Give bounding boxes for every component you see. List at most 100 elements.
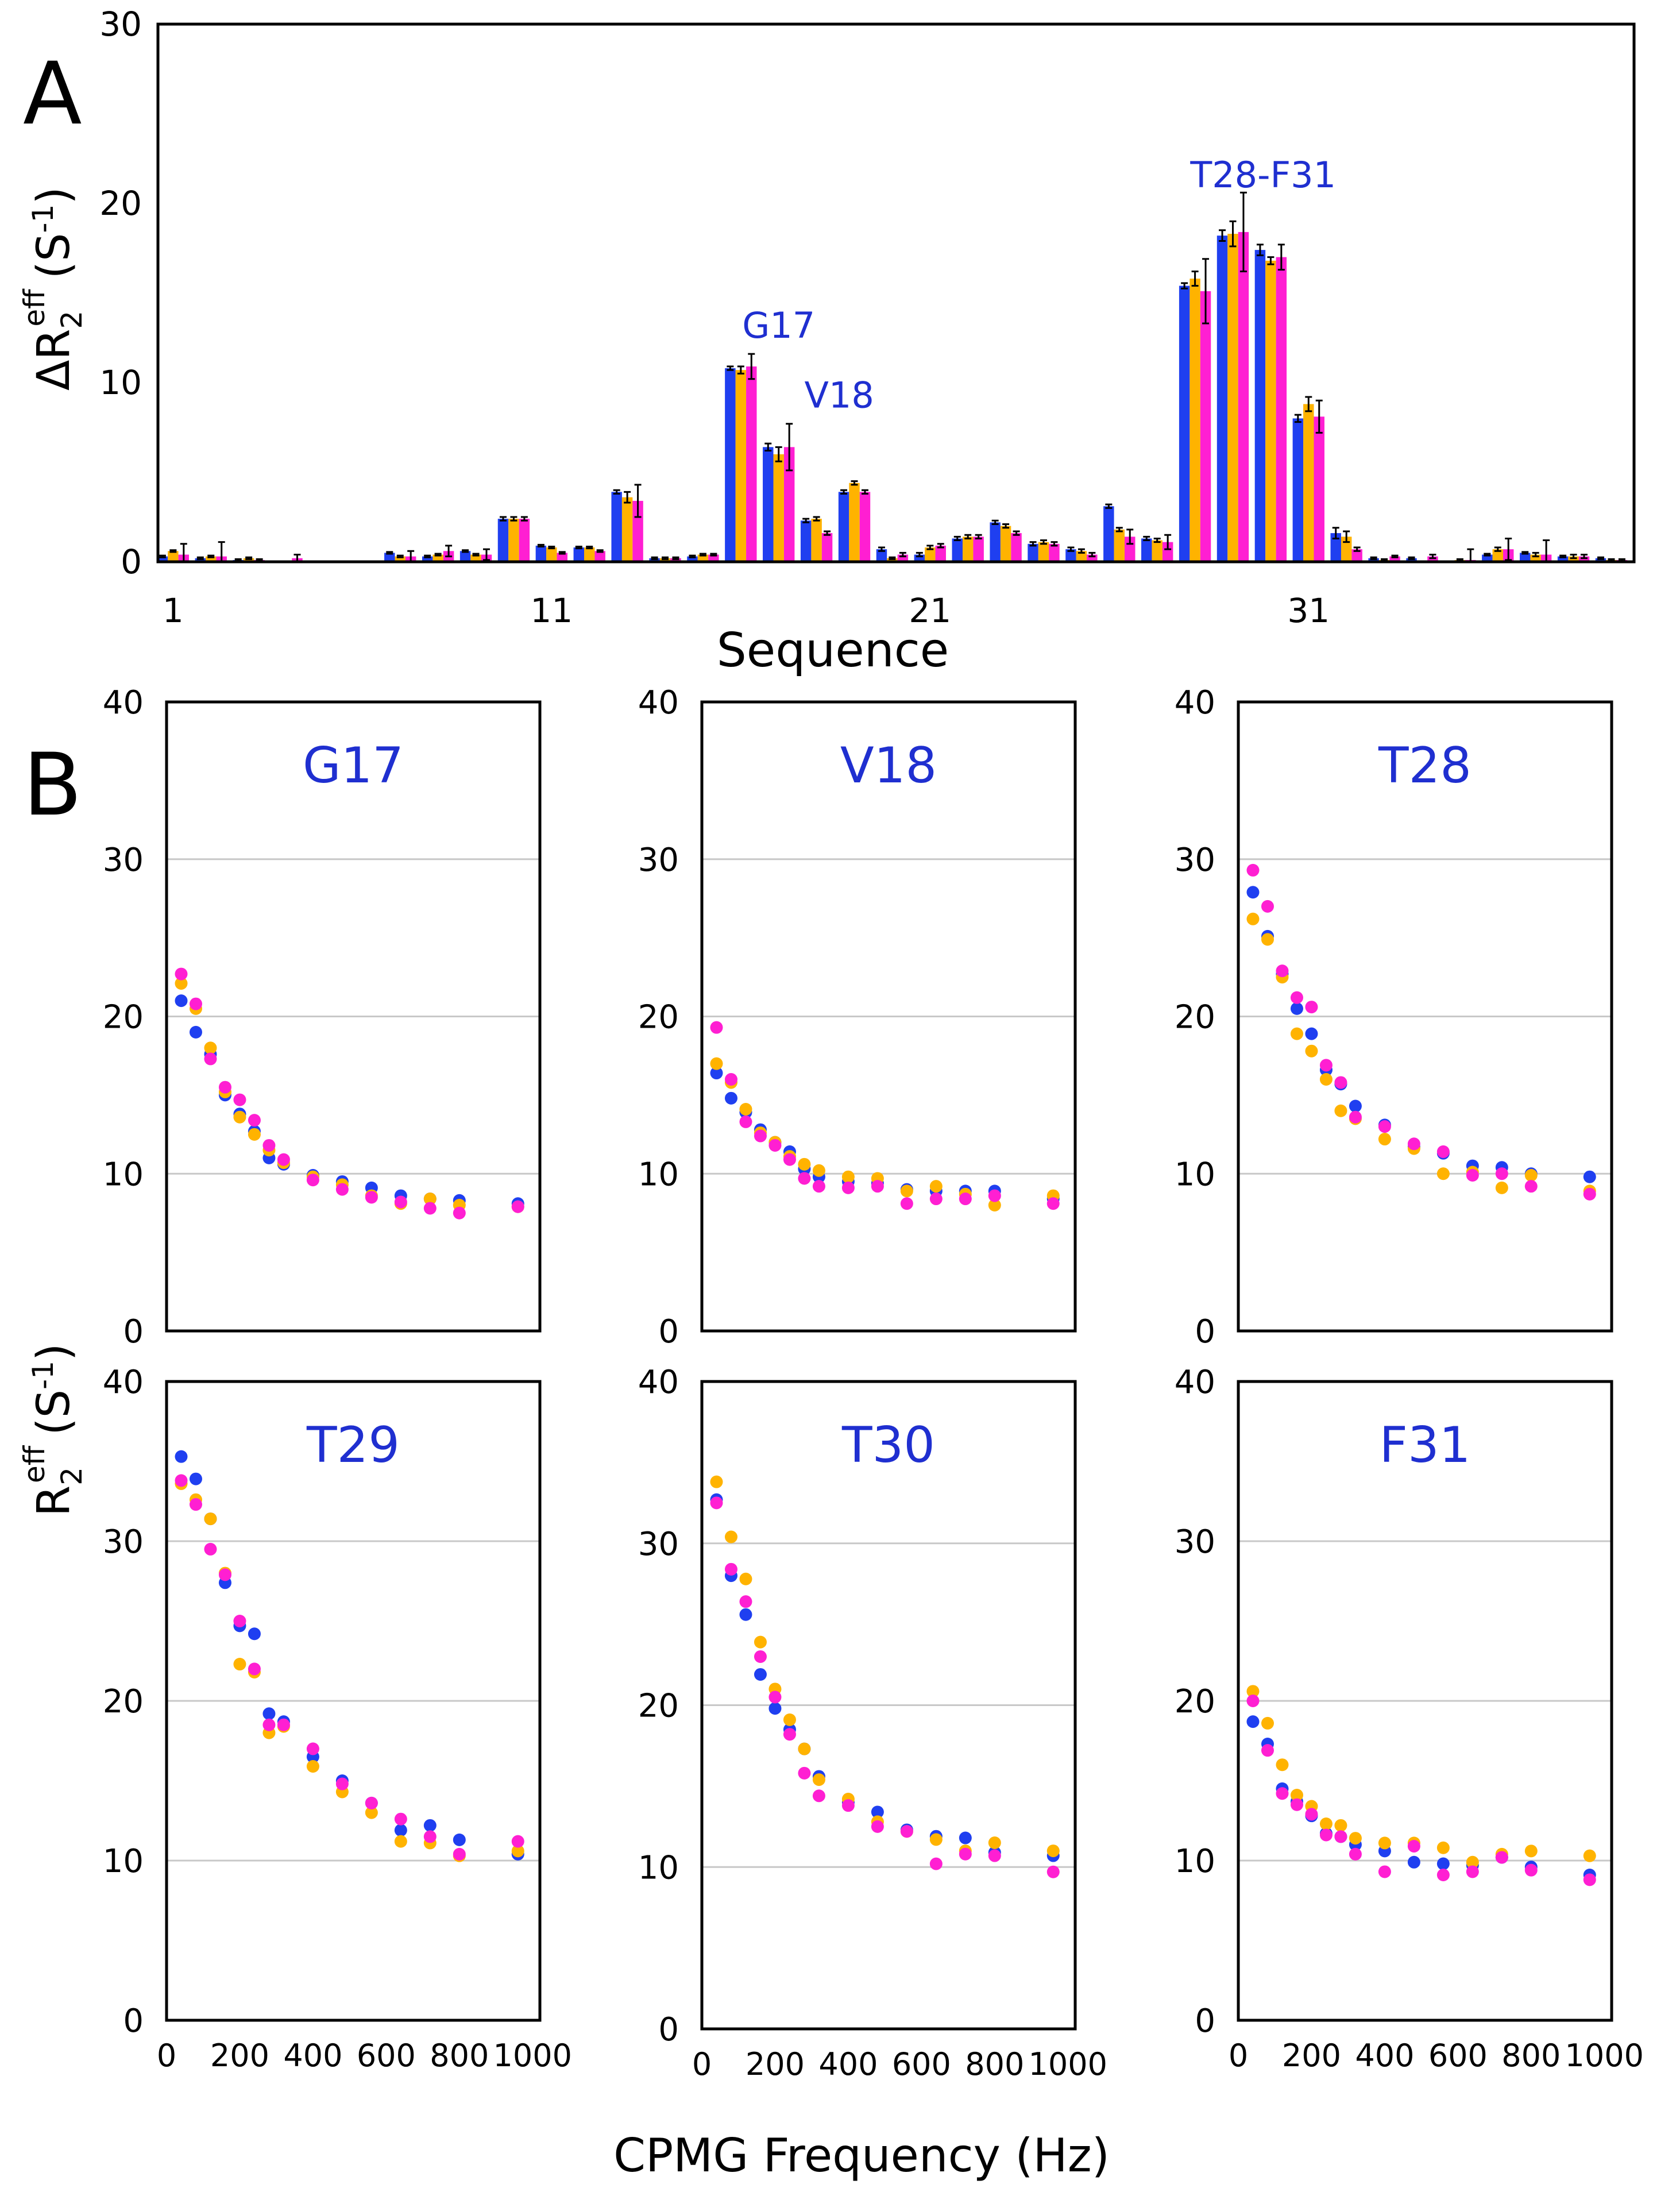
subplot-title: G17 [303,737,404,794]
point-magenta [1349,1847,1362,1861]
point-magenta [754,1129,767,1143]
xtick-label: 1000 [1565,2037,1644,2074]
point-magenta [959,1193,972,1206]
errorbar-orange-res29 [1229,220,1237,248]
bar-blue-res8 [422,556,433,562]
point-orange [1246,1685,1260,1698]
point-magenta [812,1180,825,1193]
point-magenta [900,1197,913,1210]
point-magenta [1290,1798,1303,1811]
ytick-label: 40 [103,1364,144,1401]
bar-blue-res19 [838,492,849,562]
ylabel-b-main: R [28,1485,80,1516]
errorbar-magenta-res30 [1277,244,1285,271]
residue-annotation: V18 [804,375,874,416]
ytick-label: 20 [103,999,144,1036]
bar-blue-res38 [1557,556,1569,562]
point-magenta [1276,964,1289,978]
errorbar-orange-res17 [775,446,782,462]
errorbar-orange-res13 [624,491,631,504]
point-magenta [1378,1120,1391,1133]
errorbar-orange-res36 [1494,546,1501,552]
ytick-label: 30 [103,1523,144,1561]
errorbar-magenta-res20 [899,551,906,558]
residue-annotation: G17 [742,304,815,346]
bar-blue-res15 [687,556,698,562]
ylabel-a-unit-sup: -1 [26,204,60,233]
errorbar-magenta-res18 [824,530,831,536]
point-orange [1378,1836,1391,1850]
bar-orange-res36 [1492,549,1503,562]
point-magenta [841,1799,855,1812]
bar-magenta-res33 [1389,556,1400,562]
point-magenta [1349,1110,1362,1124]
bar-orange-res29 [1227,234,1238,562]
point-orange [1378,1133,1391,1146]
xtick-label: 600 [357,2037,416,2074]
point-magenta [900,1825,913,1838]
ytick-label: 0 [1195,2002,1215,2040]
bar-blue-res11 [535,545,547,562]
bar-orange-res18 [811,519,822,562]
point-magenta [335,1183,349,1196]
bar-blue-res30 [1254,250,1266,562]
ytick-label: 30 [1175,1523,1215,1561]
bar-orange-res8 [432,554,443,562]
point-magenta [511,1200,524,1213]
bar-magenta-res38 [1578,556,1590,562]
subplot-title: T30 [841,1417,935,1474]
errorbar-magenta-res23 [1013,530,1020,536]
point-magenta [365,1191,378,1204]
point-orange [1466,1855,1479,1869]
point-magenta [988,1849,1001,1862]
point-orange [1583,1849,1596,1862]
point-magenta [754,1650,767,1663]
xtick-label: 0 [157,2037,176,2074]
bar-orange-res26 [1114,529,1125,562]
point-magenta [1436,1869,1450,1882]
panel-b-xlabel: CPMG Frequency (Hz) [613,2129,1110,2182]
errorbar-orange-res11 [548,545,555,550]
bar-blue-res23 [990,522,1001,562]
point-blue [1246,1715,1260,1728]
bar-magenta-res18 [821,533,833,562]
point-orange [798,1742,811,1755]
bar-blue-res34 [1406,558,1417,562]
point-magenta [175,967,188,981]
errorbar-blue-res14 [651,556,658,560]
bar-magenta-res28 [1200,291,1211,562]
errorbar-blue-res23 [991,519,999,525]
point-magenta [248,1114,261,1127]
bar-orange-res11 [546,547,557,562]
point-magenta [1466,1865,1479,1878]
point-magenta [423,1830,437,1843]
bar-blue-res10 [497,519,509,562]
bar-blue-res9 [459,551,471,562]
point-blue [1290,1002,1303,1015]
point-magenta [1495,1167,1508,1180]
point-magenta [1276,1787,1289,1800]
panel-b-ylabel: R2eff (S-1) [18,1344,88,1516]
errorbar-magenta-res17 [786,423,793,472]
point-orange [754,1635,767,1649]
bar-magenta-res13 [632,500,643,562]
errorbar-orange-res19 [851,480,858,486]
errorbar-orange-res14 [662,556,669,560]
bar-magenta-res26 [1125,537,1136,562]
ytick-label: 10 [1175,1843,1215,1880]
bar-magenta-res32 [1351,549,1362,562]
xtick-label: 600 [892,2046,951,2082]
bar-orange-res16 [735,370,747,562]
point-blue [768,1702,782,1715]
point-orange [1524,1844,1538,1858]
point-orange [1436,1841,1450,1854]
point-blue [189,1025,202,1039]
point-magenta [306,1174,319,1187]
residue-annotation: T28-F31 [1189,154,1336,196]
ytick-label: 10 [1175,1156,1215,1193]
ytick-label: 20 [1175,999,1215,1036]
point-blue [175,1450,188,1463]
point-magenta [1246,1695,1260,1707]
errorbar-blue-res9 [462,549,469,553]
